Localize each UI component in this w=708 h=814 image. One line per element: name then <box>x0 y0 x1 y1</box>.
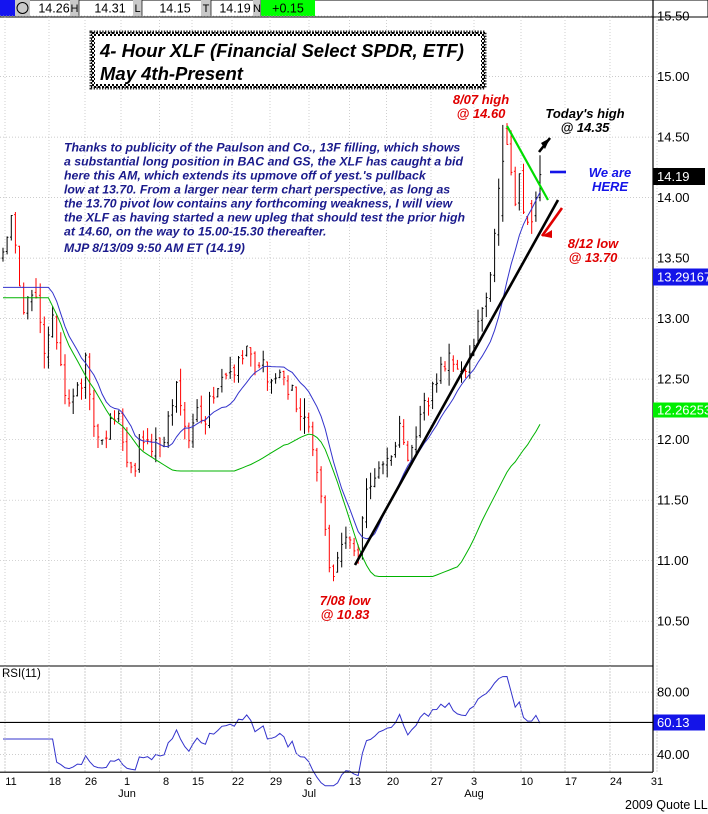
svg-text:11.00: 11.00 <box>657 553 689 568</box>
svg-text:22: 22 <box>232 776 244 788</box>
svg-text:the 13.70 pivot low contains a: the 13.70 pivot low contains any forthco… <box>64 197 454 211</box>
svg-text:13.00: 13.00 <box>657 311 690 326</box>
svg-text:24: 24 <box>610 776 622 788</box>
svg-text:14.26: 14.26 <box>38 2 69 16</box>
svg-text:13.29167: 13.29167 <box>657 270 708 285</box>
svg-text:80.00: 80.00 <box>657 685 690 700</box>
svg-text:2009 Quote LLC: 2009 Quote LLC <box>625 798 708 812</box>
svg-text:8/12 low: 8/12 low <box>568 236 619 251</box>
svg-text:40.00: 40.00 <box>657 747 690 762</box>
svg-text:May 4th-Present: May 4th-Present <box>100 63 244 84</box>
svg-text:11.50: 11.50 <box>657 493 689 508</box>
svg-text:3: 3 <box>471 776 477 788</box>
svg-text:11: 11 <box>5 776 16 788</box>
svg-text:MJP 8/13/09 9:50 AM ET (14.: MJP 8/13/09 9:50 AM ET (14.19) <box>64 241 245 255</box>
svg-text:We are: We are <box>589 165 631 180</box>
svg-text:a substantial long position in: a substantial long position in BAC and G… <box>64 155 463 169</box>
svg-text:@ 14.35: @ 14.35 <box>561 120 611 135</box>
svg-text:13: 13 <box>349 776 361 788</box>
svg-text:31: 31 <box>651 776 663 788</box>
svg-text:@ 13.70: @ 13.70 <box>569 250 619 265</box>
svg-text:8: 8 <box>163 776 169 788</box>
svg-text:60.13: 60.13 <box>657 715 690 730</box>
svg-text:14.31: 14.31 <box>94 2 125 16</box>
svg-text:low at 13.70. From a larger ne: low at 13.70. From a larger near term ch… <box>64 183 450 197</box>
svg-text:14.00: 14.00 <box>657 190 690 205</box>
svg-text:14.19: 14.19 <box>219 2 250 16</box>
svg-text:at 14.60, on the way to 15.00-: at 14.60, on the way to 15.00-15.30 ther… <box>64 225 326 239</box>
svg-text:8/07 high: 8/07 high <box>453 92 509 107</box>
svg-text:14.50: 14.50 <box>657 130 690 145</box>
svg-text:10.50: 10.50 <box>657 614 690 629</box>
svg-text:14.19: 14.19 <box>657 169 690 184</box>
svg-text:T: T <box>203 3 210 15</box>
svg-text:15.50: 15.50 <box>657 9 690 24</box>
svg-text:7/08 low: 7/08 low <box>320 593 371 608</box>
svg-text:Today's high: Today's high <box>545 106 624 121</box>
svg-text:Jul: Jul <box>302 788 316 800</box>
svg-text:Jun: Jun <box>118 788 136 800</box>
svg-text:the XLF as having started a ne: the XLF as having started a new upleg th… <box>64 211 465 225</box>
svg-text:@ 10.83: @ 10.83 <box>321 607 371 622</box>
svg-text:20: 20 <box>387 776 399 788</box>
svg-text:17: 17 <box>565 776 577 788</box>
svg-text:Thanks to publicity of the Pau: Thanks to publicity of the Paulson and C… <box>64 141 460 155</box>
svg-text:18: 18 <box>49 776 61 788</box>
svg-text:12.00: 12.00 <box>657 432 690 447</box>
svg-text:Aug: Aug <box>464 788 484 800</box>
svg-text:12.26253: 12.26253 <box>657 403 708 418</box>
svg-text:15.00: 15.00 <box>657 69 690 84</box>
svg-text:L: L <box>134 3 140 15</box>
svg-text:14.15: 14.15 <box>159 2 190 16</box>
svg-text:1: 1 <box>124 776 130 788</box>
svg-text:N: N <box>253 3 261 15</box>
svg-text:12.50: 12.50 <box>657 372 690 387</box>
svg-text:26: 26 <box>85 776 97 788</box>
svg-text:13.50: 13.50 <box>657 251 690 266</box>
svg-text:15: 15 <box>192 776 204 788</box>
svg-text:here this AM, which extends it: here this AM, which extends its upmove o… <box>64 169 427 183</box>
svg-text:@ 14.60: @ 14.60 <box>457 106 507 121</box>
svg-text:6: 6 <box>306 776 312 788</box>
svg-text:10: 10 <box>521 776 533 788</box>
svg-text:H: H <box>71 3 79 15</box>
svg-text:RSI(11): RSI(11) <box>2 668 41 680</box>
svg-text:HERE: HERE <box>592 179 628 194</box>
svg-text:29: 29 <box>270 776 282 788</box>
svg-text:4- Hour XLF (Financial Select: 4- Hour XLF (Financial Select SPDR, ETF) <box>99 40 464 61</box>
svg-text:+0.15: +0.15 <box>272 2 304 16</box>
svg-text:27: 27 <box>431 776 443 788</box>
